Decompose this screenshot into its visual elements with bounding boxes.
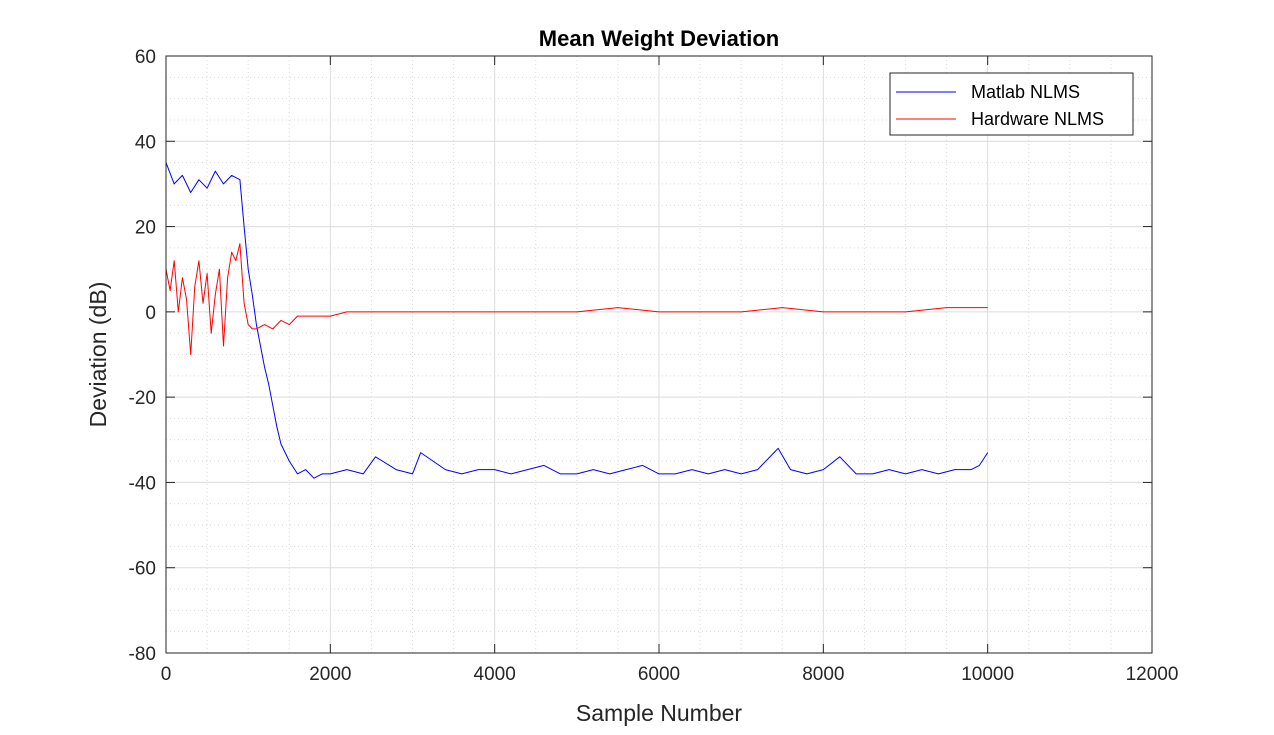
chart-title: Mean Weight Deviation [539,26,779,51]
x-axis-label: Sample Number [576,700,743,726]
x-tick-label: 8000 [802,664,844,685]
y-tick-label: 60 [135,47,156,68]
y-tick-label: 40 [135,132,156,153]
x-tick-label: 0 [161,664,172,685]
y-tick-label: 20 [135,218,156,239]
series-layer [165,162,989,479]
y-tick-label: 0 [145,303,156,324]
legend-label: Hardware NLMS [971,109,1104,129]
x-tick-label: 10000 [961,664,1014,685]
legend: Matlab NLMS Hardware NLMS [889,72,1134,136]
x-tick-label: 12000 [1126,664,1179,685]
y-tick-label: -40 [129,473,156,494]
tick-labels: 0 2000 4000 6000 8000 10000 12000 -80 -60 -40 -20 0… [129,47,1179,685]
legend-box [889,72,1134,136]
series-line-matlab-nlms [165,162,989,479]
ticks [165,55,1153,654]
series-line-hardware-nlms [165,243,988,355]
x-tick-label: 6000 [638,664,680,685]
y-tick-label: -60 [129,559,156,580]
y-tick-label: -20 [129,388,156,409]
y-axis-label: Deviation (dB) [85,282,111,428]
x-tick-label: 2000 [309,664,351,685]
legend-label: Matlab NLMS [971,82,1080,102]
y-tick-label: -80 [129,644,156,665]
x-tick-label: 4000 [474,664,516,685]
